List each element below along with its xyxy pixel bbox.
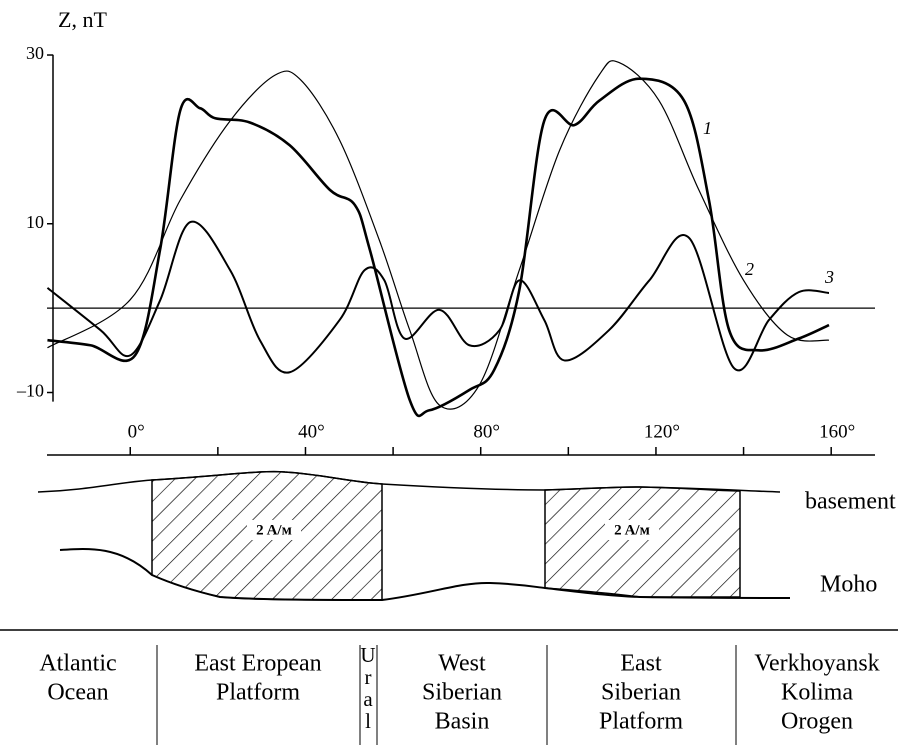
table-cell-text: a — [363, 687, 373, 711]
y-axis-label: Z, nT — [58, 7, 107, 32]
table-cell-text: Atlantic — [39, 651, 116, 677]
table-cell-text: Platform — [599, 709, 683, 735]
moho-line — [59, 547, 791, 602]
label-bg — [605, 520, 659, 540]
table-cell-text: Verkhoyansk — [754, 651, 879, 677]
table-cell-text: Basin — [435, 709, 490, 735]
table-cell-text: Ocean — [47, 680, 108, 706]
table-cell-text: r — [365, 665, 372, 689]
series-label: 3 — [824, 267, 834, 287]
basement-label: basement — [805, 489, 896, 515]
table-cell-text: Kolima — [781, 680, 853, 706]
x-tick-label: 80° — [473, 421, 500, 442]
hatched-block — [544, 486, 741, 598]
series-line — [46, 220, 830, 374]
series-label: 2 — [745, 259, 754, 279]
series-line — [47, 60, 830, 410]
magnetization-label: 2 A/м — [256, 522, 292, 538]
table-cell-text: West — [438, 651, 486, 677]
y-tick-label: 30 — [26, 43, 44, 63]
series-label: 1 — [703, 118, 712, 138]
cross-section: 2 A/м 2 A/м basement Moho — [37, 470, 896, 602]
basement-line — [37, 470, 781, 493]
table-cell-text: Siberian — [422, 680, 502, 706]
y-tick-label: 10 — [26, 212, 44, 232]
x-tick-label: 120° — [644, 421, 680, 442]
magnetization-label: 2 A/м — [614, 522, 650, 538]
x-tick-label: 160° — [819, 421, 855, 442]
table-cell-text: East Eropean — [194, 651, 321, 677]
table-cell-text: Orogen — [781, 709, 853, 735]
label-bg — [247, 520, 301, 540]
table-cell-text: East — [620, 651, 662, 677]
x-tick-label: 40° — [298, 421, 325, 442]
table-cell-text: l — [365, 709, 371, 733]
moho-label: Moho — [820, 572, 877, 598]
table-cell-text: Platform — [216, 680, 300, 706]
series-line — [47, 77, 830, 418]
x-tick-label: 0° — [128, 421, 145, 442]
table-cell-text: U — [360, 643, 375, 667]
y-tick-label: –10 — [16, 381, 44, 401]
table-cell-text: Siberian — [601, 680, 681, 706]
